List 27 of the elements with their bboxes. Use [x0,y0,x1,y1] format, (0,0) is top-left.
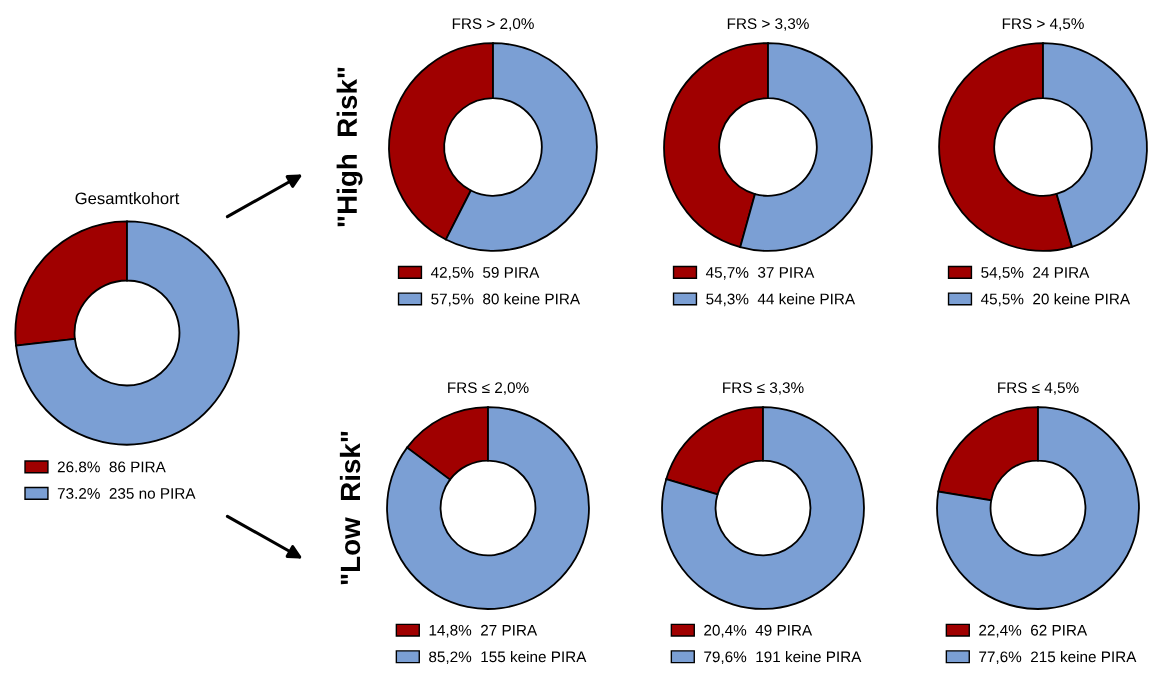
chart-title: Gesamtkohort [75,192,180,205]
donut-slice [936,406,1140,610]
legend-label: 22,4% 62 PIRA [979,624,1088,638]
legend-label: 14,8% 27 PIRA [429,624,538,638]
chart-title: FRS ≤ 4,5% [998,382,1079,395]
text: "High Risk" [336,67,363,227]
legend-label: 45,7% 37 PIRA [705,267,815,280]
donut-slice [386,406,590,610]
legend-label: 54,3% 44 keine PIRA [706,293,856,307]
donut-slice [15,220,240,446]
legend-label: 79,6% 191 keine PIRA [704,650,862,664]
chart-title: FRS ≤ 2,0% [448,382,529,395]
chart-title: FRS > 3,3% [727,18,809,31]
legend-label: 73.2% 235 no PIRA [57,488,196,499]
chart-title: FRS > 2,0% [452,18,534,31]
legend-label: 57,5% 80 keine PIRA [431,293,581,307]
legend-label: 54,5% 24 PIRA [981,267,1090,280]
legend-label: 85,2% 155 keine PIRA [429,650,587,664]
legend-label: 26.8% 86 PIRA [57,461,166,473]
legend-label: 20,4% 49 PIRA [704,624,813,638]
chart-title: FRS > 4,5% [1002,18,1084,31]
chart-title: FRS ≤ 3,3% [723,382,804,395]
text: "Low Risk" [339,431,361,585]
legend-label: 42,5% 59 PIRA [430,267,540,280]
legend-label: 45,5% 20 keine PIRA [980,293,1131,307]
donut-slice [661,406,865,610]
legend-label: 77,6% 215 keine PIRA [979,650,1137,664]
